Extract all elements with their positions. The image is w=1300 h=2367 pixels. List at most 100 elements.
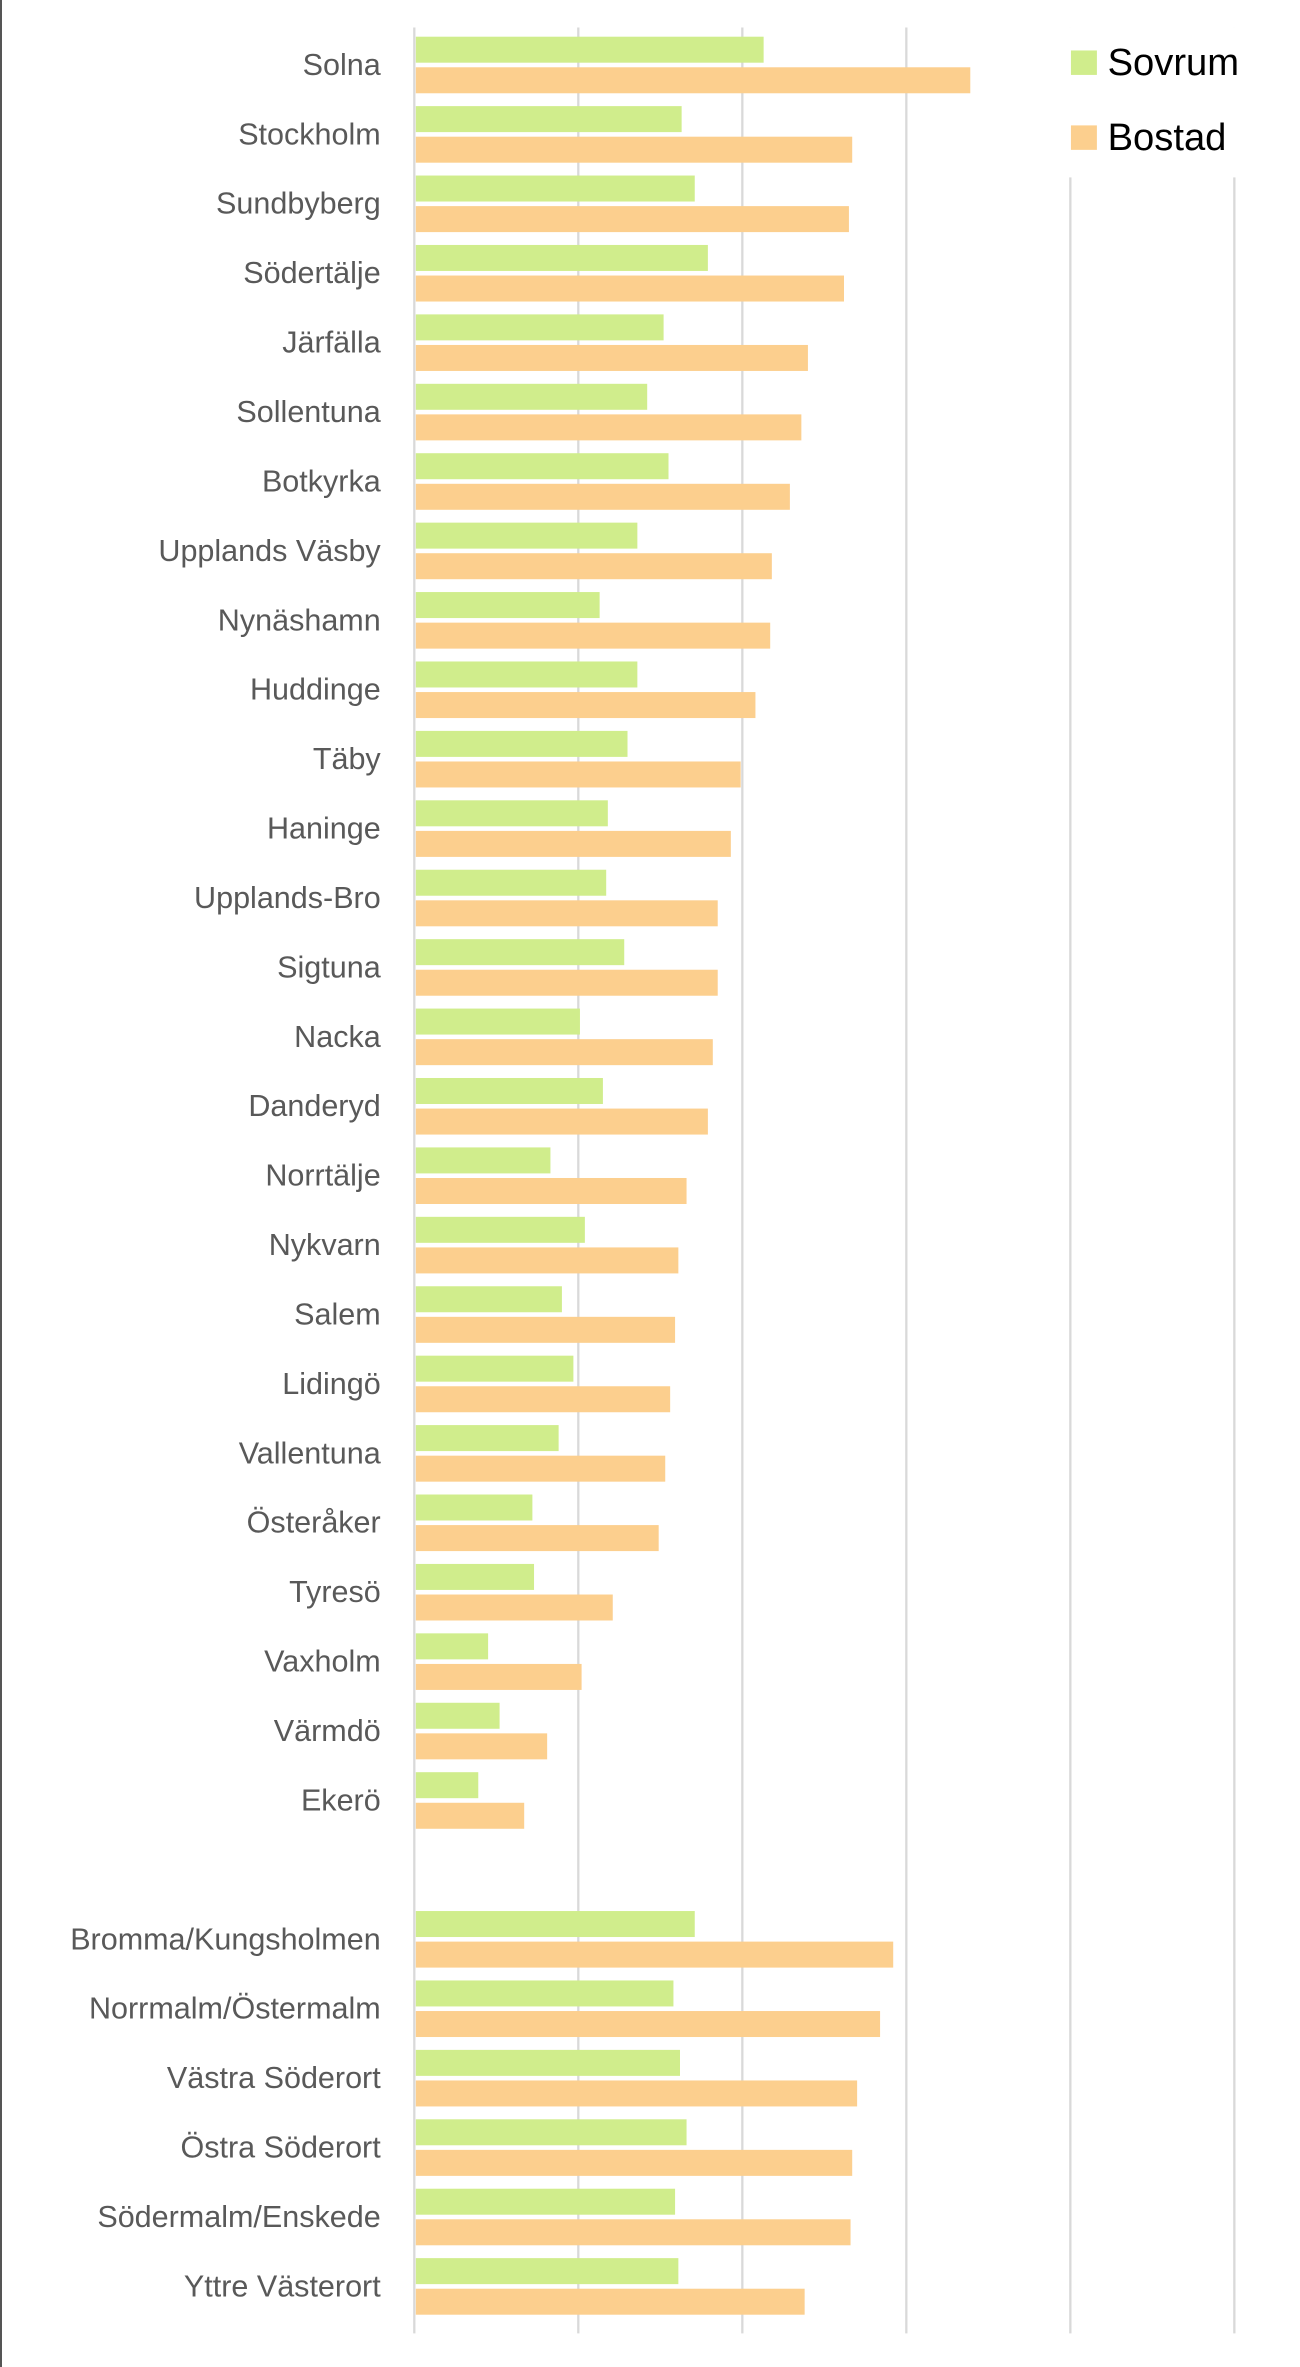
bar-sovrum: [415, 1633, 489, 1660]
bar-sovrum: [415, 522, 638, 549]
bar-sovrum: [415, 1772, 479, 1799]
bar-sovrum: [415, 1286, 562, 1313]
bar-sovrum: [415, 1216, 585, 1243]
bar-bostad: [415, 206, 849, 233]
category-label: Upplands-Bro: [194, 881, 381, 915]
bar-sovrum: [415, 383, 648, 410]
category-label: Yttre Västerort: [184, 2269, 381, 2303]
bar-bostad: [415, 2149, 853, 2176]
bar-bostad: [415, 1177, 687, 1204]
bar-bostad: [415, 1594, 613, 1621]
bar-sovrum: [415, 592, 600, 619]
bar-sovrum: [415, 1980, 674, 2007]
legend-label-bostad: Bostad: [1108, 116, 1227, 159]
category-label: Ekerö: [301, 1783, 381, 1817]
bar-bostad: [415, 1247, 679, 1274]
bar-bostad: [415, 67, 971, 94]
legend-swatch-bostad: [1070, 125, 1097, 150]
category-label: Järfälla: [282, 326, 380, 360]
bar-sovrum: [415, 730, 628, 757]
bar-bostad: [415, 1455, 666, 1482]
bar-bostad: [415, 344, 808, 371]
bar-bostad: [415, 553, 772, 580]
category-label: Österåker: [247, 1506, 381, 1540]
bar-sovrum: [415, 1702, 500, 1729]
bar-bostad: [415, 2011, 881, 2038]
bar-sovrum: [415, 175, 695, 202]
category-label: Haninge: [267, 812, 381, 846]
bar-sovrum: [415, 1147, 551, 1174]
category-label: Södertälje: [243, 256, 380, 290]
bar-bostad: [415, 2219, 851, 2246]
bar-sovrum: [415, 2258, 679, 2285]
bar-sovrum: [415, 1355, 574, 1382]
category-label: Vallentuna: [239, 1436, 381, 1470]
bar-sovrum: [415, 800, 608, 827]
bar-bostad: [415, 275, 845, 302]
bar-sovrum: [415, 1563, 535, 1590]
bar-bostad: [415, 1039, 713, 1066]
bar-bostad: [415, 1316, 676, 1343]
bars: [415, 36, 971, 2315]
bar-bostad: [415, 830, 731, 857]
category-label: Danderyd: [248, 1089, 380, 1123]
x-tick-labels: 0% 10% 20% 30% 40% 50%: [392, 2361, 1265, 2367]
bar-sovrum: [415, 939, 625, 966]
bar-bostad: [415, 969, 718, 996]
bar-sovrum: [415, 314, 664, 341]
category-label: Norrtälje: [265, 1159, 380, 1193]
category-label: Huddinge: [250, 673, 381, 707]
bar-bostad: [415, 1386, 671, 1413]
category-label: Lidingö: [282, 1367, 380, 1401]
bar-bostad: [415, 483, 790, 510]
category-label: Sundbyberg: [216, 187, 381, 221]
category-label: Salem: [294, 1297, 381, 1331]
bar-sovrum: [415, 1425, 559, 1452]
category-label: Bromma/Kungsholmen: [70, 1922, 381, 1956]
bar-bostad: [415, 1108, 708, 1135]
bar-bostad: [415, 1733, 548, 1760]
category-label: Södermalm/Enskede: [97, 2200, 380, 2234]
bar-sovrum: [415, 2119, 687, 2146]
bar-sovrum: [415, 106, 682, 133]
bar-bostad: [415, 1802, 525, 1829]
category-labels: Solna Stockholm Sundbyberg Södertälje Järfäl…: [70, 48, 381, 2303]
bar-bostad: [415, 761, 741, 788]
category-label: Norrmalm/Östermalm: [89, 1992, 381, 2026]
bar-sovrum: [415, 661, 638, 688]
bar-sovrum: [415, 1077, 603, 1104]
bar-sovrum: [415, 36, 764, 63]
category-label: Nacka: [294, 1020, 381, 1054]
bar-bostad: [415, 2288, 805, 2315]
bar-sovrum: [415, 453, 669, 480]
legend-swatch-sovrum: [1070, 50, 1097, 75]
bar-bostad: [415, 1663, 582, 1690]
bar-sovrum: [415, 869, 607, 896]
category-label: Sigtuna: [277, 950, 381, 984]
bar-sovrum: [415, 2049, 680, 2076]
bar-bostad: [415, 136, 853, 163]
bar-bostad: [415, 1525, 659, 1552]
bar-sovrum: [415, 1008, 580, 1035]
bar-bostad: [415, 900, 718, 927]
category-label: Tyresö: [289, 1575, 381, 1609]
x-tick-label: 10%: [548, 2361, 609, 2367]
category-label: Nykvarn: [269, 1228, 381, 1262]
bar-bostad: [415, 622, 771, 649]
legend-label-sovrum: Sovrum: [1108, 41, 1239, 84]
bar-bostad: [415, 2080, 858, 2107]
category-label: Sollentuna: [236, 395, 380, 429]
bar-bostad: [415, 414, 802, 441]
category-label: Nynäshamn: [218, 603, 381, 637]
bar-sovrum: [415, 2188, 676, 2215]
legend: Sovrum Bostad: [1055, 27, 1285, 178]
bar-bostad: [415, 1941, 894, 1968]
category-label: Täby: [313, 742, 382, 776]
category-label: Stockholm: [238, 117, 381, 151]
x-tick-label: 40%: [1040, 2361, 1101, 2367]
category-label: Botkyrka: [262, 464, 381, 498]
category-label: Östra Söderort: [180, 2130, 381, 2164]
bar-sovrum: [415, 244, 708, 271]
category-label: Västra Söderort: [167, 2061, 381, 2095]
